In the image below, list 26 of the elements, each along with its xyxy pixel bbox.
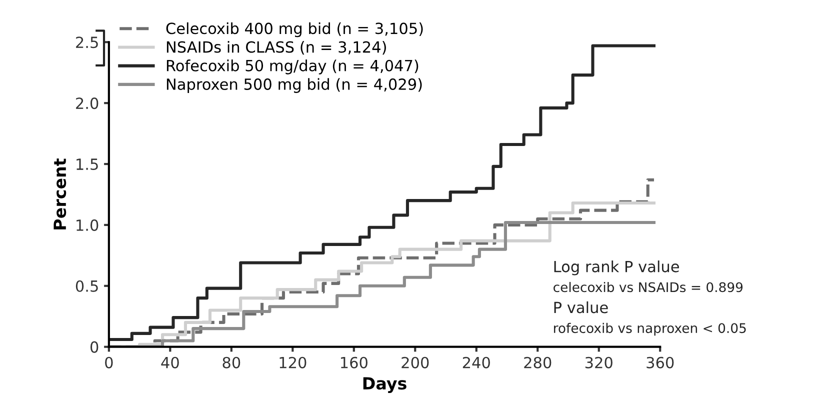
x-axis-title: Days [363,377,406,394]
y-tick-label: 1.0 [76,219,98,231]
legend-label: Rofecoxib 50 mg/day (n = 4,047) [166,60,418,74]
annotation: celecoxib vs NSAIDs = 0.899 [554,282,743,292]
x-tick-label: 80 [222,356,240,368]
y-tick-label: 2.0 [76,98,98,110]
y-axis-title: Percent [54,158,66,230]
x-tick-label: 40 [161,356,179,368]
x-tick-label: 0 [105,356,113,368]
x-tick-label: 320 [585,356,612,368]
x-tick-label: 200 [402,356,429,368]
y-tick-label: 2.5 [76,36,98,48]
y-tick-label: 1.5 [76,158,98,170]
y-tick-label: 0.5 [76,280,98,292]
legend-label: Celecoxib 400 mg bid (n = 3,105) [166,22,423,38]
x-tick-label: 160 [340,356,368,368]
x-tick-label: 360 [646,356,674,368]
x-tick-label: 280 [524,356,552,368]
legend-label: NSAIDs in CLASS (n = 3,124) [166,40,386,55]
annotation: rofecoxib vs naproxen < 0.05 [554,322,746,336]
annotation: P value [554,301,608,314]
x-tick-label: 240 [462,356,490,368]
annotation: Log rank P value [554,260,679,276]
x-tick-label: 120 [280,356,306,368]
legend-label: Naproxen 500 mg bid (n = 4,029) [166,78,422,93]
y-tick-label: 0 [90,341,98,353]
